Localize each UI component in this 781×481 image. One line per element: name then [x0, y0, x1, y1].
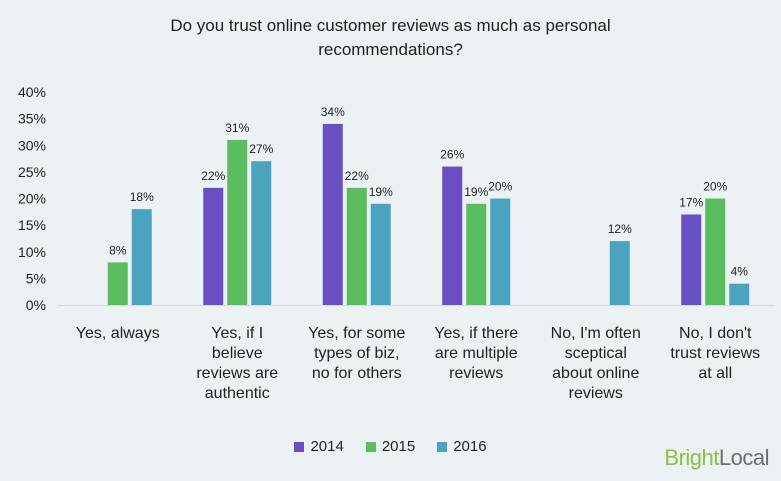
bar-2014 [442, 166, 463, 305]
legend-item-2015: 2015 [365, 438, 416, 455]
x-tick-label: Yes, for some [308, 325, 405, 342]
legend-label-2014: 2014 [310, 438, 344, 455]
y-tick-label: 10% [18, 244, 46, 260]
bar-2016 [251, 161, 272, 305]
x-tick-label: No, I don't [679, 325, 752, 342]
x-tick-label: Yes, if there [434, 325, 518, 342]
data-label-2015: 19% [464, 185, 488, 199]
x-tick-label: types of biz, [314, 345, 399, 362]
legend-item-2016: 2016 [437, 438, 487, 455]
bar-2016 [370, 203, 391, 305]
bar-2015 [466, 203, 487, 305]
data-label-2016: 19% [369, 185, 393, 199]
x-tick-label: trust reviews [670, 345, 760, 362]
data-label-2014: 26% [440, 148, 464, 162]
data-label-2014: 22% [201, 169, 225, 183]
brand-part-2: Local [718, 445, 770, 470]
x-tick-label: believe [212, 345, 263, 362]
data-label-2016: 4% [731, 265, 749, 279]
brightlocal-logo: BrightLocal [664, 445, 769, 471]
y-tick-label: 40% [18, 84, 46, 100]
brand-part-1: Bright [664, 445, 719, 470]
data-label-2016: 18% [130, 190, 154, 204]
bar-2014 [681, 214, 702, 305]
x-tick-label: sceptical [565, 345, 627, 362]
legend-swatch-2015 [365, 441, 376, 452]
legend-label-2016: 2016 [453, 438, 487, 455]
bar-2015 [227, 139, 248, 305]
x-tick-label: No, I'm often [551, 325, 641, 342]
bar-2015 [346, 187, 367, 305]
x-tick-label: about online [552, 365, 639, 382]
bar-2016 [609, 241, 630, 305]
chart-title-line-1: Do you trust online customer reviews as … [170, 16, 611, 35]
data-label-2014: 34% [321, 105, 345, 119]
x-tick-label: Yes, always [76, 325, 160, 342]
y-tick-label: 15% [18, 217, 46, 233]
data-label-2016: 12% [608, 222, 632, 236]
bar-2015 [705, 198, 726, 305]
x-tick-label: reviews [449, 365, 503, 382]
chart-title: Do you trust online customer reviews as … [0, 14, 781, 62]
x-tick-label: reviews are [196, 365, 278, 382]
data-label-2015: 20% [703, 180, 727, 194]
bar-2014 [322, 123, 343, 305]
legend-item-2014: 2014 [294, 438, 344, 455]
y-tick-label: 25% [18, 164, 46, 180]
data-label-2014: 17% [679, 195, 703, 209]
x-tick-label: reviews [569, 385, 623, 402]
data-label-2015: 8% [109, 243, 127, 257]
bar-2016 [131, 209, 152, 305]
chart-title-line-2: recommendations? [318, 40, 463, 59]
legend-swatch-2016 [437, 441, 448, 452]
bar-2016 [490, 198, 511, 305]
bar-2015 [107, 262, 128, 305]
y-tick-label: 35% [18, 111, 46, 127]
x-tick-label: are multiple [435, 345, 518, 362]
y-tick-label: 20% [18, 191, 46, 207]
data-label-2015: 22% [345, 169, 369, 183]
x-tick-label: Yes, if I [211, 325, 263, 342]
y-tick-label: 5% [26, 270, 46, 286]
chart-legend: 2014 2015 2016 [0, 438, 781, 455]
data-label-2016: 27% [249, 142, 273, 156]
legend-swatch-2014 [294, 441, 305, 452]
x-tick-label: no for others [312, 365, 402, 382]
data-label-2015: 31% [225, 121, 249, 135]
x-tick-label: at all [698, 365, 732, 382]
legend-label-2015: 2015 [381, 438, 416, 455]
data-label-2016: 20% [488, 180, 512, 194]
bar-2014 [203, 187, 224, 305]
y-tick-label: 0% [26, 297, 46, 313]
y-tick-label: 30% [18, 137, 46, 153]
x-tick-label: authentic [205, 385, 270, 402]
bar-2016 [729, 283, 750, 305]
